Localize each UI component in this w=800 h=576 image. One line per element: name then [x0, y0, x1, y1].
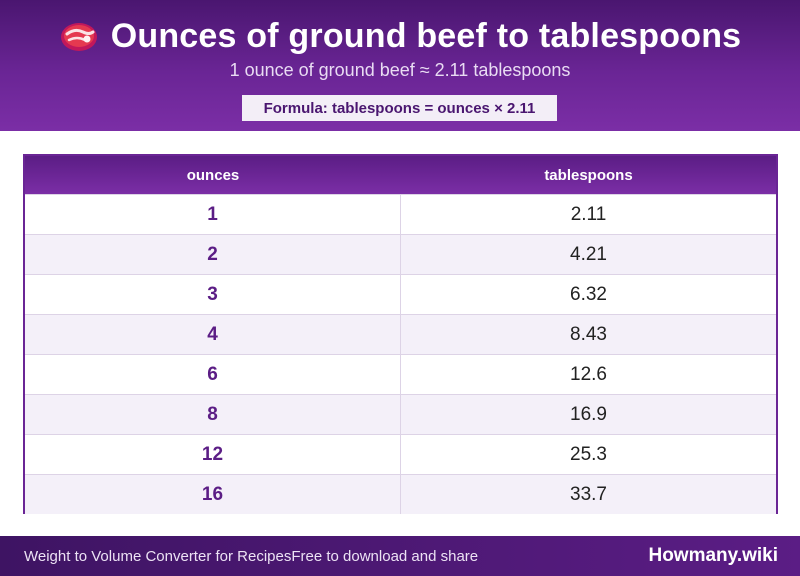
tablespoons-cell: 6.32: [570, 283, 607, 305]
steak-icon: [59, 18, 99, 54]
header-banner: Ounces of ground beef to tablespoons 1 o…: [0, 0, 800, 131]
table-row: 16 33.7: [25, 474, 776, 514]
tablespoons-cell: 16.9: [570, 403, 607, 425]
tablespoons-cell: 33.7: [570, 483, 607, 505]
conversion-table: ounces tablespoons 1 2.11 2 4.21 3 6.32 …: [23, 154, 778, 514]
footer-bar: Weight to Volume Converter for RecipesFr…: [0, 536, 800, 576]
ounces-cell: 2: [25, 235, 401, 274]
table-row: 6 12.6: [25, 354, 776, 394]
table-row: 12 25.3: [25, 434, 776, 474]
page-title: Ounces of ground beef to tablespoons: [110, 16, 742, 55]
brand-link[interactable]: Howmany.wiki: [648, 545, 778, 566]
title-row: Ounces of ground beef to tablespoons: [0, 14, 800, 58]
table-row: 4 8.43: [25, 314, 776, 354]
table-body: 1 2.11 2 4.21 3 6.32 4 8.43 6 12.6 8 16.…: [25, 194, 776, 514]
table-row: 2 4.21: [25, 234, 776, 274]
ounces-cell: 6: [25, 355, 401, 394]
ounces-cell: 16: [25, 475, 401, 514]
ounces-cell: 1: [25, 195, 401, 234]
tablespoons-cell: 2.11: [570, 203, 607, 225]
ounces-cell: 4: [25, 315, 401, 354]
tablespoons-cell: 8.43: [570, 323, 607, 345]
tablespoons-cell: 25.3: [570, 443, 607, 465]
ounces-cell: 12: [25, 435, 401, 474]
table-row: 1 2.11: [25, 194, 776, 234]
table-row: 8 16.9: [25, 394, 776, 434]
tablespoons-cell: 12.6: [570, 363, 607, 385]
footer-tagline: Weight to Volume Converter for RecipesFr…: [24, 547, 479, 565]
ounces-cell: 3: [25, 275, 401, 314]
tablespoons-cell: 4.21: [570, 243, 607, 265]
column-header-tablespoons: tablespoons: [544, 166, 633, 184]
subtitle: 1 ounce of ground beef ≈ 2.11 tablespoon…: [229, 60, 571, 80]
ounces-cell: 8: [25, 395, 401, 434]
table-header: ounces tablespoons: [25, 156, 776, 194]
column-header-ounces: ounces: [186, 166, 240, 184]
formula-box: Formula: tablespoons = ounces × 2.11: [242, 95, 557, 121]
table-row: 3 6.32: [25, 274, 776, 314]
